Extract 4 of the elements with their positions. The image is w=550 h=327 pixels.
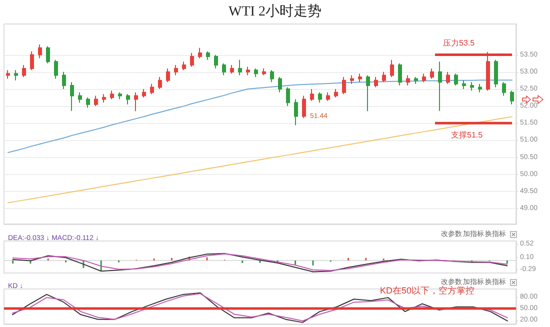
chart-title: WTI 2小时走势 [228,4,322,20]
ref-line-label: 支撑51.5 [451,130,484,140]
ref-line-label: 压力53.5 [443,38,476,48]
annotation: KD在50以下，空方掌控 [380,286,475,296]
